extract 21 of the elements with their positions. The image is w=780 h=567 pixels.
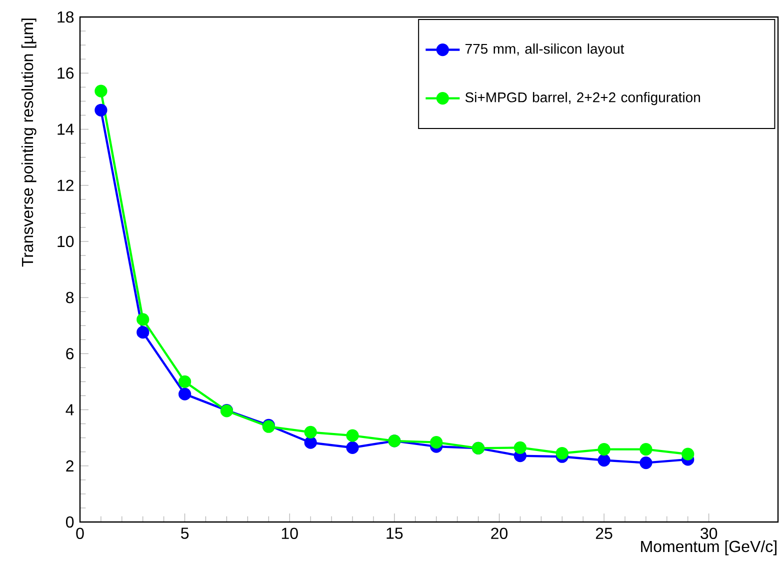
y-tick-label: 4 <box>66 404 74 416</box>
x-tick-label: 25 <box>596 528 612 540</box>
x-axis-title: Momentum [GeV/c] <box>641 540 776 556</box>
y-tick-label: 12 <box>58 180 74 191</box>
legend-label: Si+MPGD barrel, 2+2+2 configuration <box>465 92 700 106</box>
y-tick-label: 10 <box>58 236 74 248</box>
x-tick-label: 5 <box>181 528 189 539</box>
x-tick-label: 15 <box>386 528 403 539</box>
y-tick-label: 18 <box>58 11 74 23</box>
y-tick-label: 14 <box>58 124 74 135</box>
y-tick-label: 2 <box>66 460 74 472</box>
y-tick-label: 0 <box>66 516 74 528</box>
x-tick-label: 10 <box>282 528 298 540</box>
legend-label: 775 mm, all-silicon layout <box>465 43 624 57</box>
x-tick-label: 0 <box>76 528 84 540</box>
y-axis-title: Transverse pointing resolution [µm] <box>21 18 36 267</box>
x-tick-label: 20 <box>491 528 508 540</box>
y-tick-label: 16 <box>58 67 74 79</box>
y-tick-label: 8 <box>66 292 74 304</box>
y-tick-label: 6 <box>66 348 74 360</box>
x-tick-label: 30 <box>700 528 718 540</box>
